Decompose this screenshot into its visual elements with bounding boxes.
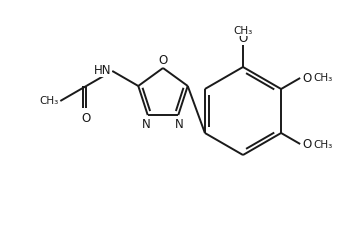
Text: O: O	[158, 54, 167, 67]
Text: CH₃: CH₃	[233, 26, 253, 36]
Text: O: O	[238, 32, 248, 45]
Text: O: O	[82, 112, 91, 124]
Text: O: O	[302, 138, 311, 151]
Text: N: N	[142, 117, 151, 131]
Text: CH₃: CH₃	[39, 95, 58, 106]
Text: O: O	[302, 71, 311, 84]
Text: CH₃: CH₃	[313, 139, 333, 149]
Text: HN: HN	[94, 64, 111, 77]
Text: CH₃: CH₃	[313, 73, 333, 83]
Text: N: N	[175, 117, 184, 131]
